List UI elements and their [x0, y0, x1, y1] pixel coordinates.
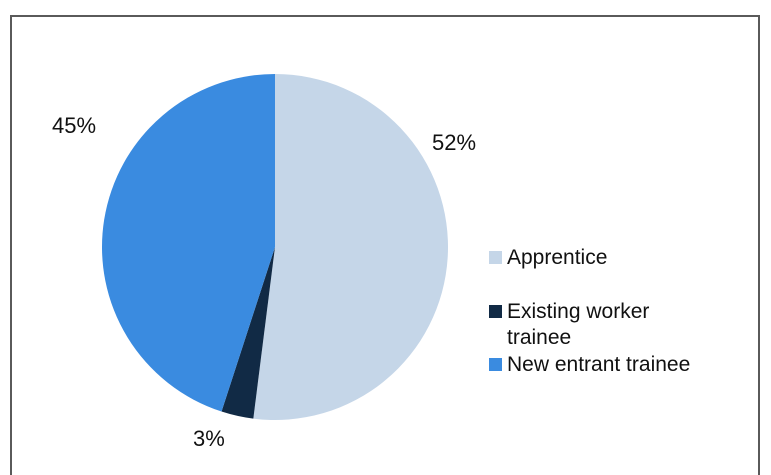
pie-slice-existing-worker-trainee	[221, 247, 275, 419]
data-label-existing-worker-trainee: 3%	[193, 426, 225, 451]
legend-label-apprentice: Apprentice	[507, 246, 607, 269]
legend-label-existing-worker-trainee: Existing worker	[507, 300, 649, 323]
legend-swatch-apprentice	[489, 251, 502, 264]
legend-label-new-entrant-trainee: New entrant trainee	[507, 353, 690, 376]
legend-swatch-existing-worker-trainee	[489, 305, 502, 318]
pie-slices	[102, 74, 448, 420]
legend-swatch-new-entrant-trainee	[489, 358, 502, 371]
data-label-apprentice: 52%	[432, 130, 476, 155]
legend-label-existing-worker-trainee-line2: trainee	[507, 326, 571, 349]
pie-slice-apprentice	[253, 74, 448, 420]
pie-slice-new-entrant-trainee	[102, 74, 276, 412]
data-label-new-entrant-trainee: 45%	[52, 113, 96, 138]
legend: Apprentice Existing worker trainee New e…	[489, 246, 690, 376]
